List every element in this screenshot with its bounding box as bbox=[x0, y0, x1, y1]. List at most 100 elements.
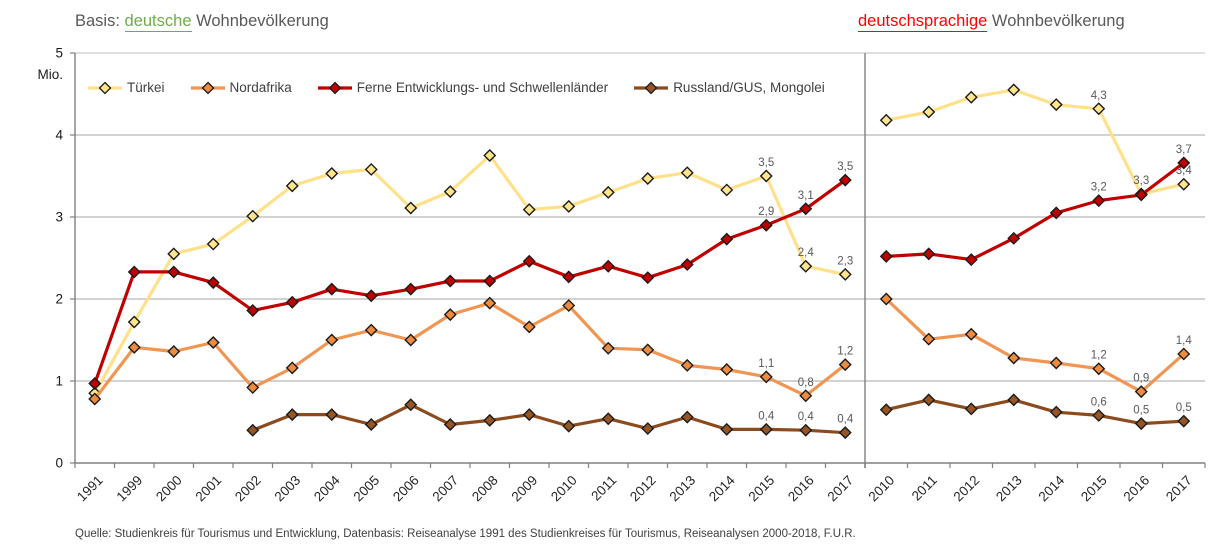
data-point-marker bbox=[641, 343, 655, 357]
x-tick-label: 2016 bbox=[785, 473, 817, 505]
y-tick-label: 3 bbox=[55, 210, 63, 225]
data-point-marker bbox=[522, 203, 536, 217]
x-tick-label: 2002 bbox=[232, 473, 264, 505]
legend-marker-icon bbox=[88, 81, 122, 94]
data-point-marker bbox=[443, 274, 457, 288]
data-point-marker bbox=[206, 276, 220, 290]
data-point-marker bbox=[720, 422, 734, 436]
chart-legend: Türkei Nordafrika Ferne Entwicklungs- un… bbox=[88, 80, 825, 95]
data-point-marker bbox=[246, 209, 260, 223]
data-point-marker bbox=[404, 201, 418, 215]
data-point-marker bbox=[680, 410, 694, 424]
data-point-marker bbox=[443, 417, 457, 431]
x-tick-label: 2000 bbox=[153, 473, 185, 505]
data-point-marker bbox=[522, 320, 536, 334]
data-point-marker bbox=[799, 389, 813, 403]
data-point-marker bbox=[838, 358, 852, 372]
data-point-marker bbox=[1134, 417, 1148, 431]
data-point-marker bbox=[325, 167, 339, 181]
x-tick-label: 2008 bbox=[469, 473, 501, 505]
data-point-marker bbox=[246, 303, 260, 317]
data-point-marker bbox=[601, 259, 615, 273]
x-tick-label: 2004 bbox=[311, 472, 343, 504]
data-point-marker bbox=[641, 271, 655, 285]
data-point-marker bbox=[562, 419, 576, 433]
data-point-marker bbox=[838, 426, 852, 440]
data-point-label: 2,3 bbox=[837, 255, 853, 267]
data-point-marker bbox=[562, 299, 576, 313]
data-point-marker bbox=[922, 332, 936, 346]
legend-item: Türkei bbox=[88, 80, 165, 95]
data-point-marker bbox=[167, 265, 181, 279]
data-point-label: 0,4 bbox=[798, 411, 815, 423]
data-point-marker bbox=[1134, 385, 1148, 399]
data-point-label: 0,6 bbox=[1091, 396, 1107, 408]
data-point-marker bbox=[601, 341, 615, 355]
data-point-marker bbox=[127, 340, 141, 354]
data-point-marker bbox=[838, 173, 852, 187]
data-point-marker bbox=[167, 247, 181, 261]
y-tick-label: 0 bbox=[55, 456, 63, 471]
legend-marker-icon bbox=[190, 81, 225, 94]
data-point-marker bbox=[1092, 362, 1106, 376]
series-line bbox=[885, 297, 1185, 394]
data-point-label: 2,4 bbox=[798, 247, 815, 259]
data-point-marker bbox=[601, 412, 615, 426]
data-point-marker bbox=[1177, 156, 1191, 170]
data-point-marker bbox=[1092, 102, 1106, 116]
data-point-marker bbox=[964, 402, 978, 416]
x-tick-label: 2003 bbox=[272, 473, 304, 505]
x-tick-label: 2015 bbox=[746, 473, 778, 505]
data-point-marker bbox=[285, 361, 299, 375]
x-tick-label: 2009 bbox=[509, 473, 541, 505]
data-point-marker bbox=[562, 270, 576, 284]
x-tick-label: 2010 bbox=[866, 473, 898, 505]
x-tick-label: 2005 bbox=[351, 473, 383, 505]
y-tick-label: 4 bbox=[55, 128, 63, 143]
left-title-highlight: deutsche bbox=[124, 12, 192, 32]
data-point-marker bbox=[364, 323, 378, 337]
data-point-label: 0,9 bbox=[1133, 373, 1149, 385]
legend-marker-icon bbox=[317, 81, 352, 94]
data-point-marker bbox=[759, 218, 773, 232]
x-tick-label: 2001 bbox=[193, 473, 225, 505]
data-point-label: 3,3 bbox=[1133, 175, 1149, 187]
data-point-marker bbox=[601, 185, 615, 199]
data-point-label: 3,4 bbox=[1176, 165, 1193, 177]
data-point-marker bbox=[404, 282, 418, 296]
data-point-marker bbox=[879, 113, 893, 127]
data-point-marker bbox=[443, 308, 457, 322]
x-tick-label: 1991 bbox=[74, 473, 106, 505]
x-tick-label: 2006 bbox=[390, 473, 422, 505]
data-point-marker bbox=[127, 315, 141, 329]
data-point-marker bbox=[285, 179, 299, 193]
data-point-marker bbox=[88, 392, 102, 406]
data-point-marker bbox=[680, 166, 694, 180]
x-tick-label: 2012 bbox=[951, 473, 983, 505]
x-tick-label: 2010 bbox=[548, 473, 580, 505]
data-point-label: 1,2 bbox=[837, 346, 853, 358]
source-note: Quelle: Studienkreis für Tourismus und E… bbox=[75, 528, 856, 540]
data-point-label: 1,2 bbox=[1091, 350, 1107, 362]
data-point-marker bbox=[1007, 231, 1021, 245]
data-point-label: 3,2 bbox=[1091, 182, 1107, 194]
right-title-highlight: deutschsprachige bbox=[858, 12, 988, 32]
series-line bbox=[93, 178, 847, 385]
data-point-marker bbox=[483, 413, 497, 427]
data-point-marker bbox=[443, 185, 457, 199]
x-tick-label: 1999 bbox=[114, 473, 146, 505]
data-point-label: 3,1 bbox=[798, 190, 814, 202]
data-point-marker bbox=[364, 162, 378, 176]
left-panel-title: Basis: deutsche Wohnbevölkerung bbox=[75, 12, 329, 32]
data-point-marker bbox=[964, 327, 978, 341]
data-point-label: 0,5 bbox=[1133, 405, 1149, 417]
data-point-marker bbox=[88, 376, 102, 390]
data-point-marker bbox=[964, 90, 978, 104]
data-point-marker bbox=[522, 408, 536, 422]
data-point-marker bbox=[922, 105, 936, 119]
data-point-label: 0,5 bbox=[1176, 402, 1192, 414]
left-title-prefix: Basis: bbox=[75, 12, 125, 30]
x-tick-label: 2017 bbox=[1163, 473, 1195, 505]
data-point-marker bbox=[522, 254, 536, 268]
x-tick-label: 2013 bbox=[667, 473, 699, 505]
